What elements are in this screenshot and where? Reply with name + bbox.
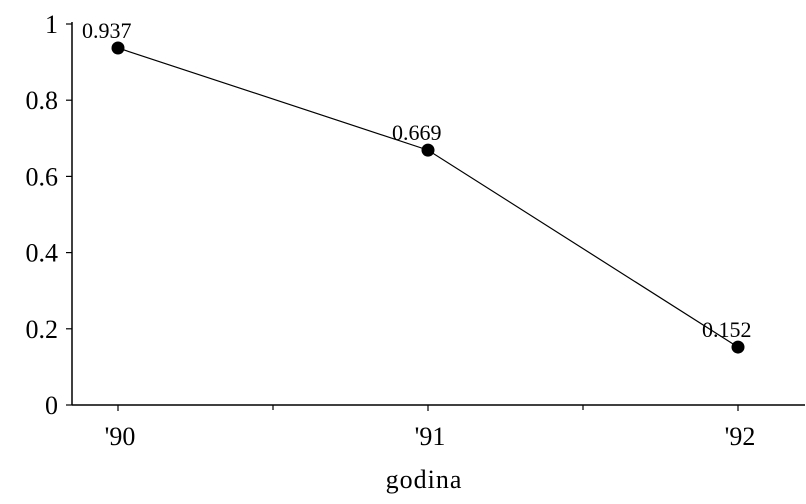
data-labels-layer: 0.937 0.669 0.152 <box>82 18 752 342</box>
y-tick-label: 0.4 <box>26 239 59 268</box>
axes-layer <box>71 22 805 406</box>
y-tick-label: 0 <box>45 391 58 420</box>
series-line <box>117 47 739 348</box>
y-tick-label: 0.2 <box>26 315 59 344</box>
x-tick-label: '91 <box>415 422 446 451</box>
series-layer <box>111 41 745 354</box>
data-point <box>731 340 745 354</box>
ticks-layer: 0 0.2 0.4 0.6 0.8 1 '90 '91 '92 <box>26 10 756 451</box>
x-tick-label: '92 <box>725 422 756 451</box>
y-tick-label: 1 <box>45 10 58 39</box>
y-tick-label: 0.8 <box>26 86 59 115</box>
y-tick-label: 0.6 <box>26 162 59 191</box>
x-tick-label: '90 <box>105 422 136 451</box>
data-point <box>421 143 435 157</box>
data-label: 0.937 <box>82 18 132 43</box>
data-label: 0.669 <box>392 120 442 145</box>
data-label: 0.152 <box>702 317 752 342</box>
x-axis-title: godina <box>386 465 463 494</box>
data-point <box>111 41 125 55</box>
